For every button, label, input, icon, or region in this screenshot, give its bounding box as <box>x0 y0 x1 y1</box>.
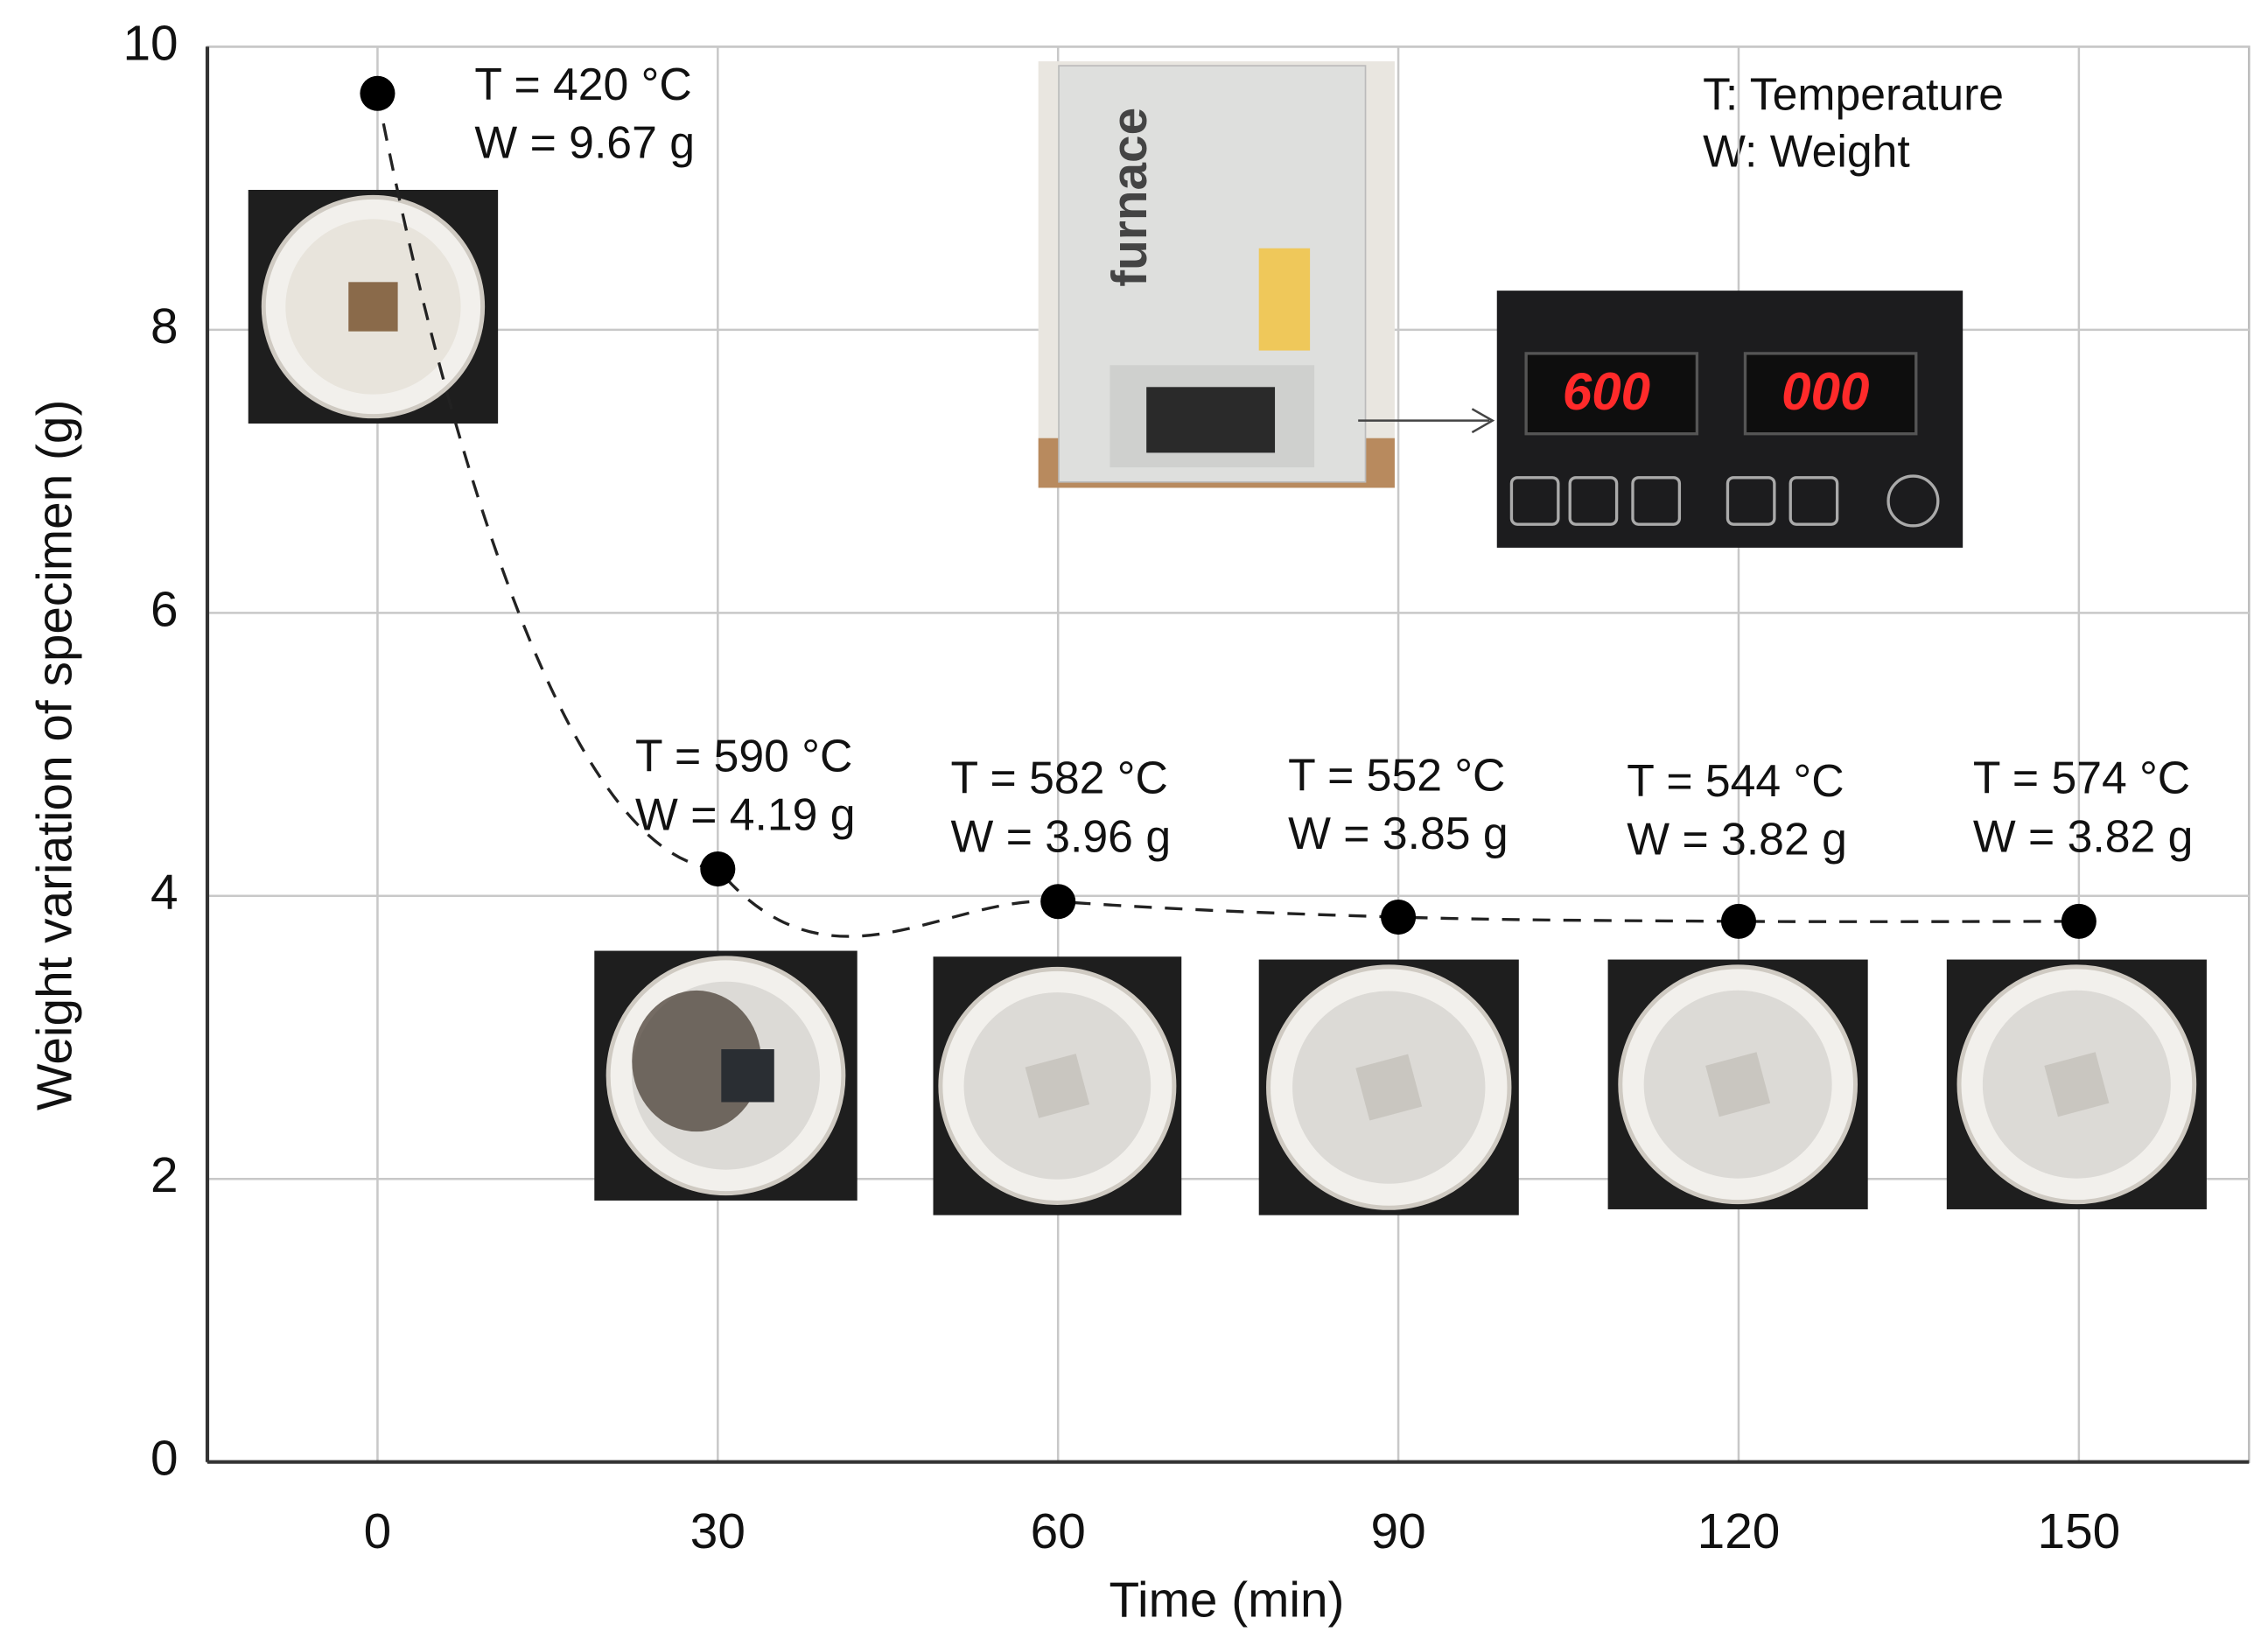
data-point <box>360 75 396 111</box>
x-tick-label: 120 <box>1698 1504 1781 1559</box>
annotation: W = 4.19 g <box>635 788 856 839</box>
arrow-head <box>1471 408 1495 434</box>
x-tick-label: 90 <box>1371 1504 1426 1559</box>
y-tick-label: 4 <box>150 865 178 921</box>
photo <box>248 189 499 424</box>
x-tick-label: 60 <box>1031 1504 1086 1559</box>
annotation: T = 544 °C <box>1627 755 1844 806</box>
specimen <box>1705 1052 1771 1117</box>
y-tick-label: 0 <box>150 1432 178 1487</box>
specimen <box>348 282 398 332</box>
y-tick-label: 6 <box>150 582 178 637</box>
specimen <box>721 1049 774 1103</box>
data-point <box>1040 884 1076 920</box>
x-axis-label: Time (min) <box>1110 1573 1345 1628</box>
display-value: 000 <box>1782 362 1869 421</box>
button <box>1568 476 1619 526</box>
furnace-display <box>1146 387 1276 453</box>
annotation: W = 3.96 g <box>951 810 1172 861</box>
annotation: W = 3.85 g <box>1288 808 1508 858</box>
x-tick-label: 0 <box>364 1504 392 1559</box>
specimen <box>2044 1052 2110 1117</box>
control-panel-photo: 600 000 <box>1496 291 1964 548</box>
y-tick-label: 2 <box>150 1148 178 1203</box>
photo <box>1946 959 2207 1209</box>
button <box>1886 474 1940 528</box>
x-tick-label: 30 <box>690 1504 746 1559</box>
annotation: T = 552 °C <box>1288 749 1505 800</box>
photo <box>1607 959 1868 1209</box>
photo <box>594 950 858 1201</box>
y-axis-label: Weight variation of specimen (g) <box>28 400 83 1111</box>
specimen <box>1025 1054 1090 1118</box>
annotation: W = 3.82 g <box>1973 810 2194 861</box>
display <box>1524 352 1699 436</box>
x-tick-label: 150 <box>2038 1504 2121 1559</box>
data-point <box>2061 903 2096 939</box>
button <box>1509 476 1560 526</box>
annotation: W = 9.67 g <box>474 117 695 168</box>
annotation: T = 590 °C <box>635 731 852 781</box>
data-point <box>700 851 736 887</box>
furnace-label: furnace <box>1102 108 1158 287</box>
button <box>1631 476 1682 526</box>
furnace-photo: furnace <box>1038 61 1495 488</box>
annotation: T = 420 °C <box>474 59 691 109</box>
data-point <box>1720 903 1757 939</box>
y-tick-label: 8 <box>150 299 178 354</box>
button <box>1788 476 1839 526</box>
data-point <box>1381 900 1417 935</box>
key-text: T: Temperature <box>1703 68 2004 119</box>
button <box>1726 476 1776 526</box>
photo <box>933 956 1182 1215</box>
display-value: 600 <box>1563 362 1650 421</box>
photo <box>1258 959 1519 1215</box>
annotation: T = 582 °C <box>951 753 1168 803</box>
y-tick-label: 10 <box>123 16 178 71</box>
key-text: W: Weight <box>1703 126 1910 177</box>
annotation: T = 574 °C <box>1973 753 2190 803</box>
warning-labels <box>1258 248 1311 351</box>
annotation: W = 3.82 g <box>1627 814 1847 865</box>
specimen <box>1355 1054 1423 1121</box>
display <box>1743 352 1918 436</box>
